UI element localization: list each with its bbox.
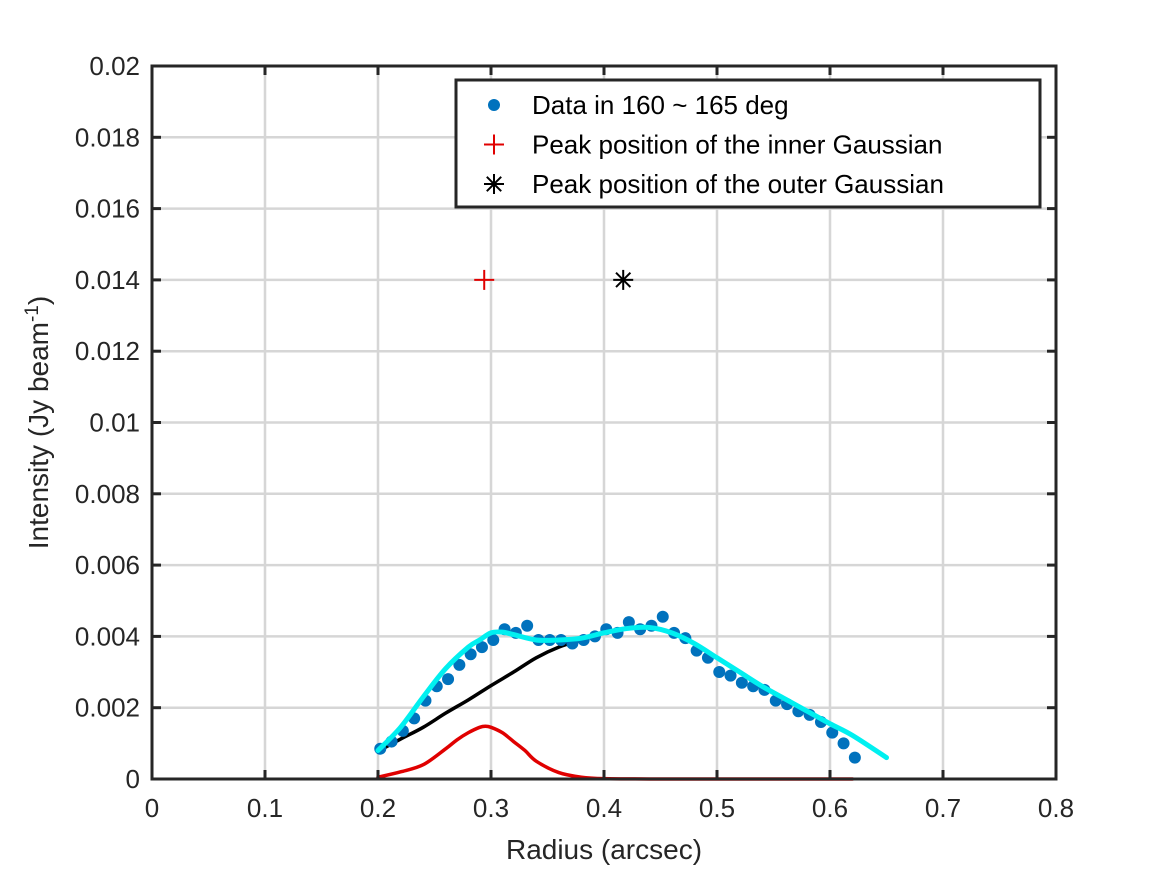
data-point-0 [713,666,726,679]
data-point-4 [474,269,495,290]
series-line-1 [375,624,889,761]
legend-marker [484,174,504,194]
legend-marker-d2 [486,176,502,192]
y-axis-label-sup: -1 [22,305,43,322]
x-tick-label: 0.6 [812,793,848,823]
data-point-0 [656,610,669,623]
y-axis-label: Intensity (Jy beam-1) [22,296,54,549]
x-tick-label: 0 [145,793,159,823]
y-tick-label: 0.016 [75,194,140,224]
data-point-0 [724,669,737,682]
data-point-0 [735,676,748,689]
legend-marker [484,134,504,155]
x-axis-label: Radius (arcsec) [506,834,702,865]
legend-entry-label: Peak position of the outer Gaussian [532,169,944,199]
data-point-0 [837,737,850,750]
legend: Data in 160 ~ 165 deg Peak position of th… [454,78,1042,209]
x-tick-label: 0.4 [586,793,622,823]
data-point-0 [622,616,635,629]
axes: 0 0.1 0.2 0.3 0.4 0.5 0.6 0.7 0.8 0 0.002 0.004 0.00… [75,51,1074,823]
y-tick-label: 0.008 [75,479,140,509]
series-line-2 [376,631,606,753]
y-tick-label: 0.01 [89,408,140,438]
data-point-0 [464,648,477,661]
y-tick-label: 0 [126,764,140,794]
series-line-3 [376,724,855,781]
y-axis-label-tail: ) [23,296,54,305]
data-point-0 [453,658,466,671]
legend-marker [488,99,500,111]
x-tick-label: 0.8 [1038,793,1074,823]
data-point-0 [826,726,839,739]
y-tick-label: 0.006 [75,550,140,580]
x-tick-label: 0.5 [699,793,735,823]
x-tick-label: 0.2 [360,793,396,823]
data-point-0 [487,633,500,646]
y-tick-label: 0.02 [89,51,140,81]
series-layer [374,269,889,781]
data-point-0 [475,641,488,654]
data-point-5-d2 [615,271,632,288]
data-point-0 [521,619,534,632]
legend-box [454,78,1042,209]
data-point-0 [442,673,455,686]
y-tick-label: 0.002 [75,693,140,723]
y-tick-label: 0.014 [75,265,140,295]
data-point-0 [848,751,861,764]
legend-entry-label: Data in 160 ~ 165 deg [532,90,789,120]
y-tick-label: 0.018 [75,122,140,152]
legend-entry-label: Peak position of the inner Gaussian [532,130,942,160]
y-tick-label: 0.004 [75,621,140,651]
y-tick-label: 0.012 [75,336,140,366]
x-tick-label: 0.3 [473,793,509,823]
y-axis-label-main: Intensity (Jy beam [23,322,54,549]
x-tick-label: 0.1 [247,793,283,823]
x-tick-label: 0.7 [925,793,961,823]
data-point-5 [613,269,634,290]
